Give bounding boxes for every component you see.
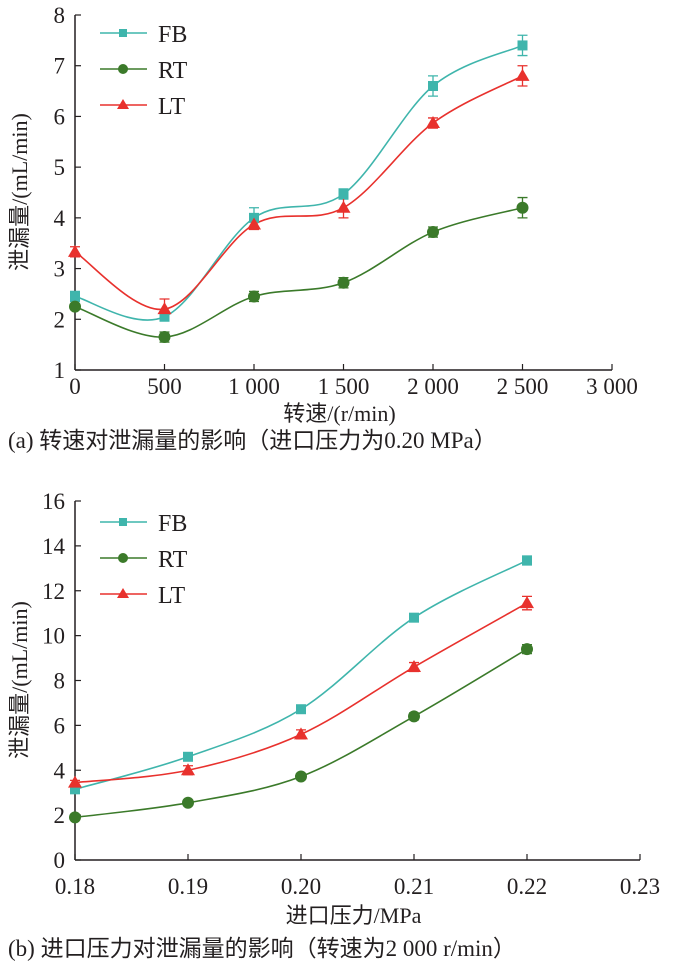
y-tick-label: 16 [42,489,65,514]
data-point-FB [296,704,306,715]
y-tick-label: 4 [54,206,66,231]
y-tick-label: 14 [42,534,66,559]
data-point-LT [247,217,261,230]
x-tick-label: 2 000 [407,374,459,399]
data-point-FB [159,311,170,322]
legend-label-FB: FB [158,511,187,537]
data-point-LT [157,302,172,315]
y-tick-label: 12 [42,579,65,604]
x-tick-label: 0.21 [394,874,434,899]
caption-b: (b) 进口压力对泄漏量的影响（转速为2 000 r/min） [8,936,516,961]
legend-marker-FB [119,29,127,37]
y-axis-label: 泄漏量/(mL/min) [7,601,32,759]
y-tick-label: 7 [54,54,66,79]
x-tick-label: 0.19 [168,874,208,899]
data-point-FB [517,40,528,51]
data-point-LT [407,660,421,673]
data-point-FB [409,612,419,623]
data-point-RT [427,226,439,239]
caption-a: (a) 转速对泄漏量的影响（进口压力为0.20 MPa） [8,428,497,453]
x-tick-label: 0.20 [281,874,321,899]
data-point-RT [408,710,420,723]
x-axis-label: 转速/(r/min) [283,401,395,426]
data-point-RT [295,770,307,783]
data-point-RT [337,276,350,289]
legend-label-LT: LT [158,583,185,609]
data-point-RT [521,643,533,656]
x-tick-label: 3 000 [586,374,638,399]
series-line-LT [74,75,523,310]
legend-label-LT: LT [158,94,185,120]
data-point-LT [181,763,195,776]
x-tick-label: 0.18 [55,874,95,899]
data-point-RT [182,796,194,809]
series-line-RT [74,206,523,338]
data-point-LT [68,775,82,788]
x-axis-label: 进口压力/MPa [286,903,422,928]
x-tick-label: 1 000 [228,374,280,399]
chart-a: 0 500 1 000 1 500 2 000 2 500 3 000 1 2 3 4 5 6 7 8 转速/… [7,3,638,426]
y-axis-label: 泄漏量/(mL/min) [7,113,32,271]
y-tick-label: 2 [54,307,66,332]
data-point-FB [70,291,80,302]
legend-label-RT: RT [158,58,188,84]
data-point-LT [520,596,534,609]
x-tick-label: 1 500 [318,374,370,399]
data-point-FB [428,81,438,91]
legend-label-RT: RT [158,547,188,573]
data-point-RT [516,201,529,214]
y-tick-label: 2 [54,803,66,828]
y-tick-label: 4 [54,758,66,783]
data-point-RT [158,331,171,344]
data-point-LT [515,68,530,81]
legend-marker-RT [118,64,128,74]
data-point-RT [69,300,81,313]
x-tick-label: 0 [69,374,81,399]
chart-b: 0.18 0.19 0.20 0.21 0.22 0.23 0 2 4 6 8 10 12 14 16 进口压… [7,489,660,928]
y-tick-label: 0 [54,848,66,873]
y-tick-label: 3 [54,257,66,282]
legend-label-FB: FB [158,22,187,48]
data-point-LT [294,727,308,740]
series-line-LT [74,602,528,784]
y-tick-label: 6 [54,104,66,129]
y-tick-label: 1 [54,358,66,383]
data-point-FB [183,751,193,762]
x-tick-label: 0.22 [507,874,547,899]
data-point-RT [69,811,81,824]
y-tick-label: 6 [54,713,66,738]
legend-marker-LT [117,588,129,598]
x-tick-label: 0.23 [620,874,660,899]
legend-marker-RT [118,553,128,563]
y-tick-label: 8 [54,3,66,28]
y-tick-label: 10 [42,624,65,649]
y-tick-label: 8 [54,669,66,694]
series-line-FB [74,44,523,321]
x-tick-label: 2 500 [497,374,549,399]
x-tick-label: 500 [147,374,182,399]
data-point-FB [338,189,349,200]
legend-marker-FB [119,518,127,526]
y-tick-label: 5 [54,155,66,180]
data-point-FB [70,784,80,795]
data-point-LT [68,244,82,257]
data-point-LT [426,116,440,129]
data-point-FB [522,555,532,566]
legend-marker-LT [117,99,129,109]
data-point-RT [248,290,260,303]
data-point-LT [336,200,351,213]
